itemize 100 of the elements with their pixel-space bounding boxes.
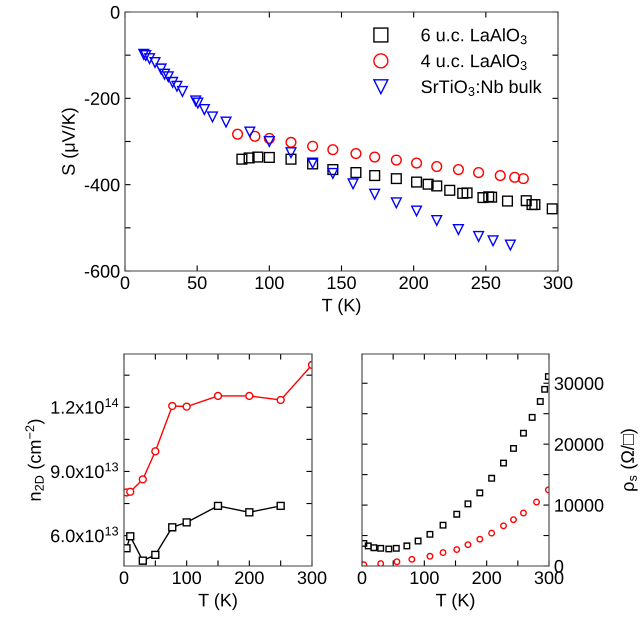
point bbox=[452, 224, 464, 236]
point bbox=[232, 128, 244, 140]
point bbox=[144, 53, 156, 64]
point bbox=[440, 549, 447, 556]
point bbox=[408, 556, 416, 563]
point bbox=[206, 111, 218, 122]
point bbox=[431, 214, 442, 226]
x-tick-label: 100 bbox=[410, 571, 439, 584]
point bbox=[518, 173, 529, 184]
point bbox=[510, 444, 517, 452]
point bbox=[198, 104, 210, 116]
point bbox=[452, 164, 464, 176]
point bbox=[546, 203, 558, 214]
point bbox=[390, 154, 402, 166]
point bbox=[285, 154, 297, 165]
point bbox=[520, 430, 527, 437]
point bbox=[370, 544, 378, 552]
y-tick-label: -200 bbox=[84, 92, 120, 106]
point bbox=[462, 187, 473, 198]
x-tick-label: 200 bbox=[472, 571, 502, 584]
point bbox=[158, 68, 170, 80]
x-tick-label: 300 bbox=[544, 276, 572, 290]
point bbox=[220, 116, 232, 128]
point bbox=[431, 160, 442, 172]
point bbox=[502, 196, 514, 207]
y2-tick-label: 10000 bbox=[555, 499, 604, 512]
point bbox=[392, 544, 400, 552]
point bbox=[431, 180, 442, 192]
x-tick-label: 300 bbox=[534, 571, 564, 584]
x-tick-label: 0 bbox=[120, 276, 130, 290]
point bbox=[347, 178, 359, 190]
point bbox=[529, 198, 540, 210]
point bbox=[192, 98, 204, 109]
point bbox=[526, 198, 538, 210]
point bbox=[457, 188, 468, 199]
y-tick-label: -400 bbox=[84, 178, 120, 192]
point bbox=[393, 558, 400, 566]
point bbox=[494, 170, 506, 182]
point bbox=[426, 552, 434, 560]
y-tick-label: 9.0x10$^{13}$ bbox=[51, 462, 118, 478]
point bbox=[385, 545, 392, 552]
x-tick-label: 250 bbox=[472, 276, 500, 290]
x-axis-title: T (K) bbox=[436, 593, 474, 610]
x-tick-label: 200 bbox=[400, 276, 428, 290]
point bbox=[487, 235, 499, 246]
point bbox=[422, 178, 434, 190]
point bbox=[350, 148, 362, 160]
point bbox=[252, 151, 264, 163]
point bbox=[403, 542, 410, 550]
y2-tick-label: 20000 bbox=[554, 438, 604, 451]
point bbox=[488, 474, 496, 482]
legend-label: 6 u.c. LaAlO$_{3}$ bbox=[422, 28, 527, 44]
point bbox=[190, 95, 202, 106]
point bbox=[369, 188, 380, 200]
point bbox=[327, 164, 338, 176]
x-tick-label: 0 bbox=[358, 571, 366, 584]
y-tick-label: -600 bbox=[84, 264, 120, 278]
point bbox=[520, 195, 532, 206]
point bbox=[464, 500, 472, 508]
point bbox=[149, 56, 161, 68]
point bbox=[327, 168, 338, 179]
point bbox=[509, 172, 520, 183]
point bbox=[488, 530, 496, 537]
y-tick-label: 1.2x10$^{14}$ bbox=[52, 398, 118, 414]
point bbox=[377, 544, 384, 552]
x-tick-label: 150 bbox=[328, 276, 356, 290]
point bbox=[369, 170, 380, 182]
point bbox=[176, 86, 188, 97]
point bbox=[440, 522, 447, 529]
x-axis-title: T (K) bbox=[198, 593, 237, 610]
point bbox=[244, 126, 256, 138]
point bbox=[156, 63, 167, 75]
point bbox=[520, 510, 527, 516]
y-axis-title: n$_{2D}$ (cm$^{−2}$) bbox=[25, 420, 45, 500]
y2-axis-title: ρ$_{s}$ (Ω/□) bbox=[620, 429, 638, 491]
point bbox=[500, 460, 507, 467]
point bbox=[464, 541, 472, 548]
point bbox=[285, 136, 297, 148]
point bbox=[483, 191, 494, 202]
y-tick-label: 6.0x10$^{13}$ bbox=[51, 526, 118, 542]
point bbox=[453, 510, 460, 518]
point bbox=[536, 398, 544, 405]
point bbox=[477, 192, 489, 204]
x-tick-label: 300 bbox=[298, 571, 326, 584]
point bbox=[410, 205, 422, 217]
point bbox=[486, 192, 498, 203]
point bbox=[504, 240, 516, 251]
point bbox=[264, 136, 275, 148]
point bbox=[541, 386, 548, 393]
point bbox=[162, 71, 174, 82]
point bbox=[236, 154, 248, 165]
point bbox=[390, 173, 402, 184]
point bbox=[307, 140, 318, 152]
x-axis-title: T (K) bbox=[322, 298, 360, 316]
point bbox=[264, 152, 275, 164]
legend-label: SrTiO$_{3}$:Nb bulk bbox=[421, 80, 542, 96]
point bbox=[476, 536, 484, 543]
point bbox=[510, 516, 517, 524]
point bbox=[410, 158, 422, 169]
point bbox=[264, 132, 275, 144]
